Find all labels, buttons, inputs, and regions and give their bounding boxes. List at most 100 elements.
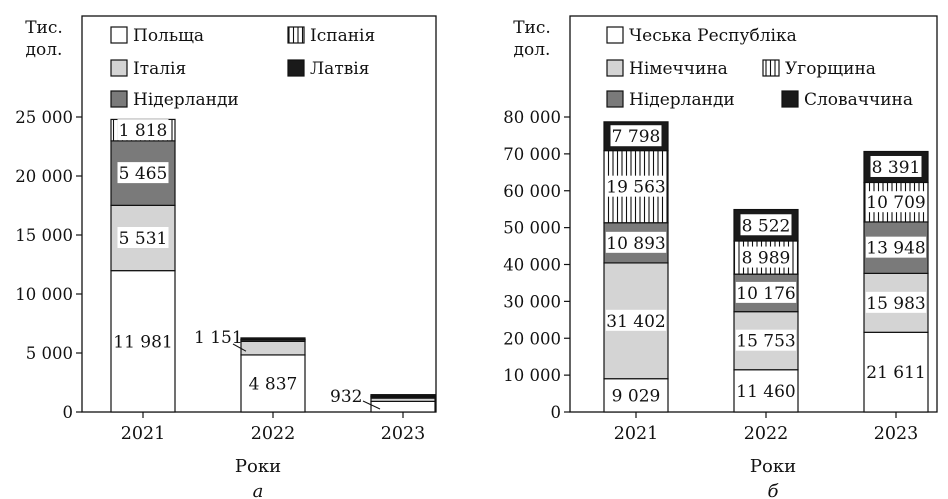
data-label-bg [117, 119, 169, 141]
bar-segment [240, 340, 306, 356]
data-label-bg [740, 214, 792, 236]
data-label-bg [735, 379, 797, 401]
data-label-bg [605, 231, 667, 253]
x-axis-label: Роки [750, 456, 796, 477]
bar-segment [240, 337, 306, 341]
data-label: 1 818 [119, 121, 168, 141]
data-label-bg [740, 246, 792, 268]
data-label-bg [117, 226, 169, 248]
y-tick-label: 0 [551, 403, 562, 422]
y-tick-label: 20 000 [15, 167, 73, 186]
y-tick-label: 25 000 [15, 108, 73, 127]
data-label: 9 029 [612, 386, 661, 406]
data-label: 11 460 [736, 382, 795, 402]
x-tick-label: 2021 [121, 424, 166, 444]
data-label: 21 611 [866, 363, 925, 383]
legend-label: Чеська Республіка [629, 26, 797, 46]
x-tick-label: 2023 [874, 424, 919, 444]
y-tick-label: 15 000 [15, 226, 73, 245]
x-tick-label: 2023 [381, 424, 426, 444]
bar-segment [370, 400, 436, 413]
data-label: 8 522 [742, 216, 791, 236]
y-tick-label: 50 000 [503, 219, 561, 238]
legend-swatch [606, 26, 624, 44]
data-label-bg [112, 330, 174, 352]
ylabel-line1: Тис. дол. [513, 18, 551, 60]
data-label: 13 948 [866, 239, 925, 259]
data-label: 15 753 [736, 332, 795, 352]
y-axis-ticks: 0 5 000 10 000 15 000 20 000 25 000 [15, 15, 437, 422]
legend: Чеська Республіка Німеччина Нідерланди Угор… [606, 26, 913, 110]
legend-swatch [110, 59, 128, 77]
data-label: 10 893 [606, 234, 665, 254]
data-label: 10 176 [736, 284, 795, 304]
bars: 11 981 5 531 5 465 1 818 4 837 [110, 118, 436, 413]
bar-segment [370, 394, 436, 397]
legend-label: Латвія [310, 59, 369, 79]
y-tick-label: 30 000 [503, 292, 561, 311]
data-label-bg [865, 236, 927, 258]
ylabel-line1: Тис. дол. [25, 18, 63, 60]
data-label-bg [610, 384, 662, 406]
y-tick-label: 5 000 [26, 344, 73, 363]
x-axis-ticks: 2021 2022 2023 [614, 412, 919, 444]
data-label: 8 391 [872, 158, 921, 178]
data-label: 15 983 [866, 294, 925, 314]
data-label-bg [735, 329, 797, 351]
legend: Польща Італія Нідерланди Іспанія Латвія [110, 26, 375, 110]
annotation-leader [362, 400, 381, 410]
data-label: 10 709 [866, 193, 925, 213]
legend-label: Німеччина [629, 59, 728, 79]
panel-label: а [253, 481, 264, 499]
x-tick-label: 2021 [614, 424, 659, 444]
y-tick-label: 20 000 [503, 329, 561, 348]
data-label: 11 981 [113, 332, 172, 352]
chart-panel-b: Тис. дол. 0 10 000 20 000 30 000 40 000 50 000… [503, 15, 938, 499]
y-tick-label: 70 000 [503, 145, 561, 164]
data-label-bg [865, 361, 927, 383]
legend-swatch [606, 59, 624, 77]
y-tick-label: 10 000 [15, 285, 73, 304]
legend-label: Угорщина [785, 59, 876, 79]
data-label-bg [865, 291, 927, 313]
legend-label: Нідерланди [133, 90, 239, 110]
legend-swatch [781, 90, 799, 108]
x-tick-label: 2022 [251, 424, 296, 444]
data-label: 19 563 [606, 178, 665, 198]
annotation-label: 932 [330, 387, 362, 407]
x-tick-label: 2022 [744, 424, 789, 444]
data-label-bg [870, 155, 922, 177]
data-label-bg [247, 372, 299, 394]
legend-swatch [287, 26, 305, 44]
legend-label: Іспанія [310, 26, 375, 46]
data-label: 31 402 [606, 312, 665, 332]
data-label-bg [610, 125, 662, 147]
data-label-bg [735, 281, 797, 303]
data-label: 7 798 [612, 127, 661, 147]
legend-swatch [762, 59, 780, 77]
legend-swatch [110, 26, 128, 44]
y-tick-label: 40 000 [503, 256, 561, 275]
annotation-label: 1 151 [194, 328, 243, 348]
bars: 9 029 31 402 10 893 19 563 7 798 11 460 15 753… [603, 121, 929, 413]
legend-swatch [110, 90, 128, 108]
legend-label: Нідерланди [629, 90, 735, 110]
data-label: 5 465 [119, 164, 168, 184]
data-label-bg [605, 175, 667, 197]
legend-label: Польща [133, 26, 204, 46]
annotation-leader [232, 343, 247, 352]
x-axis-label: Роки [235, 456, 281, 477]
legend-swatch [606, 90, 624, 108]
y-axis-ticks: 0 10 000 20 000 30 000 40 000 50 000 60 000 70 … [503, 15, 938, 422]
data-label-bg [605, 309, 667, 331]
legend-swatch [287, 59, 305, 77]
legend-label: Італія [133, 59, 186, 79]
data-label-bg [865, 191, 927, 213]
x-axis-ticks: 2021 2022 2023 [121, 412, 426, 444]
y-tick-label: 10 000 [503, 366, 561, 385]
legend-label: Словаччина [804, 90, 913, 110]
data-label: 5 531 [119, 229, 168, 249]
panel-label: б [768, 481, 780, 499]
